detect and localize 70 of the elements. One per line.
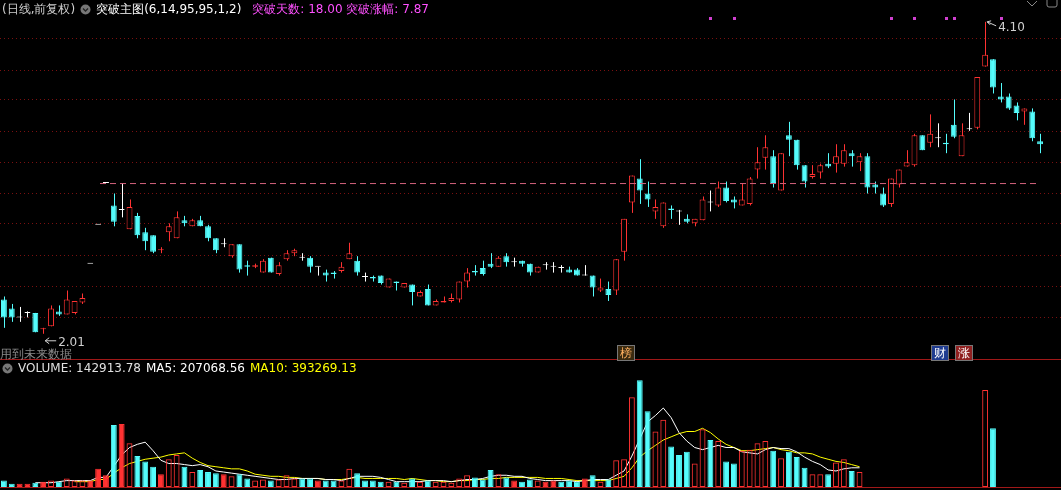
candlestick	[644, 181, 651, 208]
bar	[723, 461, 730, 487]
text: MA10: 393269.13	[249, 361, 357, 375]
candlestick	[746, 176, 753, 206]
candlestick	[354, 255, 361, 277]
text: MA5: 207068.56	[146, 361, 245, 375]
bar	[118, 424, 125, 487]
annotation: 4.10	[998, 19, 1025, 34]
candlestick	[142, 227, 149, 251]
candlestick	[173, 210, 180, 239]
text: 财	[931, 345, 950, 361]
bar	[731, 463, 737, 487]
text: 榜	[617, 345, 636, 361]
chart-title: VOLUME: 142913.78	[18, 361, 141, 375]
bar	[150, 466, 157, 487]
bar	[785, 451, 792, 487]
bar	[793, 457, 800, 487]
bar	[205, 472, 211, 487]
bar	[236, 474, 243, 487]
candlestick	[762, 134, 769, 171]
candlestick	[134, 212, 141, 239]
bar	[770, 450, 777, 487]
bar	[142, 461, 149, 487]
candlestick	[715, 181, 722, 208]
bar	[676, 454, 682, 487]
bar	[990, 428, 996, 487]
bar	[636, 380, 643, 487]
candlestick	[660, 201, 667, 229]
candlestick	[880, 187, 887, 208]
bar	[644, 411, 651, 487]
bar	[683, 451, 690, 487]
chart-title: (日线,前复权)	[2, 1, 76, 18]
bar	[220, 474, 227, 487]
text: 用到未来数据	[0, 347, 72, 361]
text: 2.01	[58, 334, 85, 349]
candlestick	[723, 181, 730, 203]
candlestick	[605, 281, 612, 302]
candlestick	[997, 82, 1004, 103]
candlestick	[636, 158, 643, 205]
bar	[134, 456, 141, 487]
candlestick	[958, 122, 965, 157]
candlestick	[793, 139, 800, 171]
bar	[825, 474, 832, 487]
candlestick	[833, 143, 839, 174]
candlestick	[785, 121, 792, 157]
candlestick	[1037, 133, 1044, 154]
bar	[95, 468, 102, 487]
bar	[197, 469, 204, 487]
candlestick	[927, 113, 934, 148]
candlestick	[982, 21, 989, 68]
bar	[157, 474, 164, 487]
text: 涨	[954, 345, 973, 361]
candlestick	[0, 295, 7, 329]
bar	[487, 469, 494, 487]
candlestick	[110, 192, 117, 227]
candlestick	[236, 243, 243, 274]
candlestick	[887, 178, 894, 208]
bar	[103, 475, 109, 487]
bar	[110, 425, 117, 487]
candlestick	[840, 143, 847, 168]
bar	[212, 473, 219, 487]
candlestick	[950, 98, 957, 139]
text: 突破天数: 18.00 突破涨幅: 7.87	[252, 1, 429, 18]
bar	[354, 473, 361, 487]
bar	[668, 446, 675, 487]
bar	[707, 440, 714, 487]
chart-subtitle: 突破主图(6,14,95,95,1,2)	[96, 1, 242, 18]
bar	[801, 467, 808, 487]
bar	[589, 475, 596, 487]
bar	[848, 470, 855, 487]
